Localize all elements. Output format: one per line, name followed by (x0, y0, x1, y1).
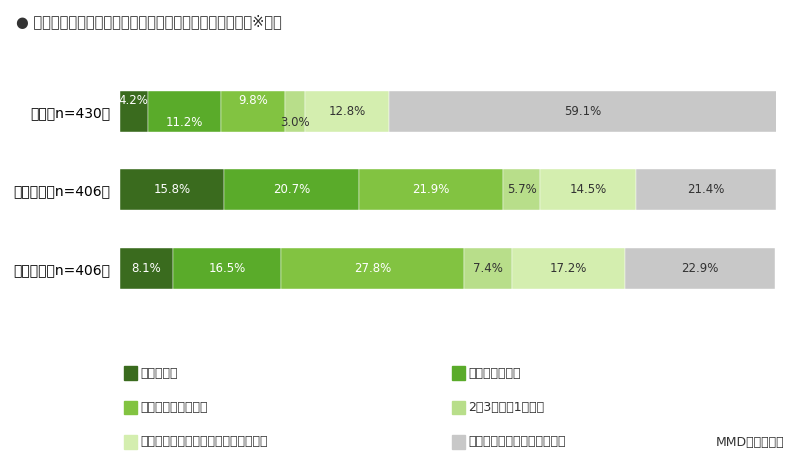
Text: 20.7%: 20.7% (273, 183, 310, 196)
Text: 4.2%: 4.2% (119, 94, 149, 107)
Bar (120, 91, 147, 132)
Text: 22.9%: 22.9% (682, 262, 719, 275)
Bar (625, 248, 775, 289)
Bar (147, 91, 221, 132)
Text: 21.4%: 21.4% (687, 183, 725, 196)
Bar (464, 248, 512, 289)
Text: それ以下の頻度だが利用したことある: それ以下の頻度だが利用したことある (140, 436, 267, 448)
Bar (636, 169, 776, 210)
Text: 14.5%: 14.5% (570, 183, 606, 196)
Bar (359, 169, 503, 210)
Bar (224, 169, 359, 210)
Text: 21.9%: 21.9% (413, 183, 450, 196)
Text: 12.8%: 12.8% (328, 105, 366, 118)
Bar (173, 248, 282, 289)
Text: 8.1%: 8.1% (132, 262, 162, 275)
Text: 9.8%: 9.8% (238, 94, 268, 107)
Text: 17.2%: 17.2% (550, 262, 587, 275)
Bar (541, 169, 636, 210)
Bar (389, 91, 777, 132)
Text: ● 食材のネット注文・配達サービスの利用頻度（単数）　※国別: ● 食材のネット注文・配達サービスの利用頻度（単数） ※国別 (16, 14, 282, 29)
Text: 27.8%: 27.8% (354, 262, 391, 275)
Text: 週３回以上: 週３回以上 (140, 367, 178, 380)
Text: 月１回～月３回程度: 月１回～月３回程度 (140, 401, 207, 414)
Text: 3.0%: 3.0% (280, 116, 310, 129)
Bar (286, 91, 305, 132)
Text: 15.8%: 15.8% (154, 183, 190, 196)
Text: 今までに利用したことはない: 今までに利用したことはない (468, 436, 566, 448)
Bar (120, 169, 224, 210)
Bar (120, 248, 173, 289)
Bar (512, 248, 625, 289)
Text: 7.4%: 7.4% (473, 262, 503, 275)
Text: 5.7%: 5.7% (507, 183, 537, 196)
Bar (305, 91, 389, 132)
Text: 週１～２回程度: 週１～２回程度 (468, 367, 521, 380)
Text: 16.5%: 16.5% (209, 262, 246, 275)
Bar (221, 91, 286, 132)
Text: 11.2%: 11.2% (166, 116, 203, 129)
Bar (282, 248, 464, 289)
Text: MMD研究所調べ: MMD研究所調べ (715, 436, 784, 449)
Text: 2～3ケ月に1回程度: 2～3ケ月に1回程度 (468, 401, 544, 414)
Bar (503, 169, 541, 210)
Text: 59.1%: 59.1% (564, 105, 602, 118)
